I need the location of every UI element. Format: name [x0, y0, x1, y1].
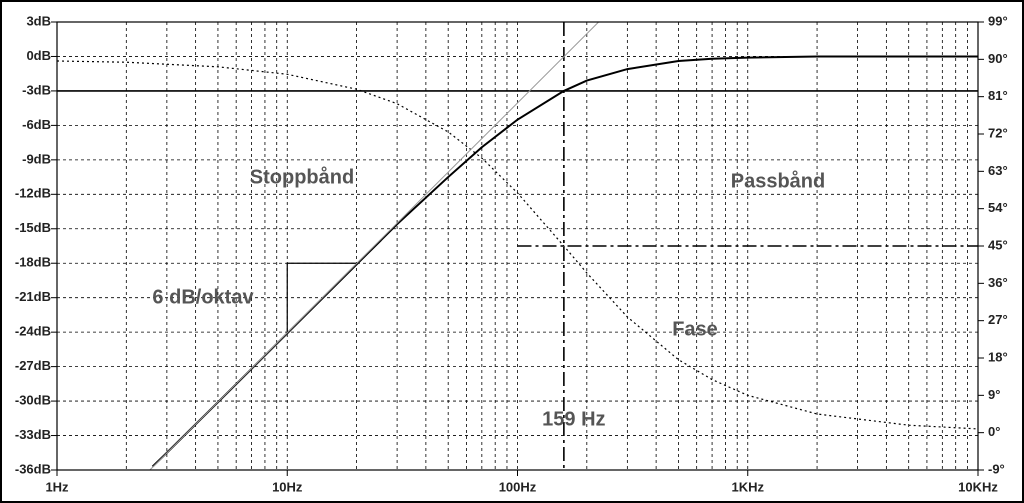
y2-tick-label: 0°: [988, 424, 1000, 439]
y-tick-label: -3dB: [22, 82, 51, 97]
slope-triangle: [286, 262, 357, 333]
y2-tick-label: 90°: [988, 51, 1008, 66]
y2-tick-label: 63°: [988, 163, 1008, 178]
y-tick-label: -30dB: [15, 393, 51, 408]
y-tick-label: -12dB: [15, 186, 51, 201]
y-tick-label: -6dB: [22, 117, 51, 132]
y-tick-label: -21dB: [15, 289, 51, 304]
y2-tick-label: 36°: [988, 275, 1008, 290]
y-tick-label: -18dB: [15, 255, 51, 270]
y2-tick-label: -9°: [988, 461, 1005, 476]
series-line: [149, 22, 599, 470]
y2-tick-label: 45°: [988, 237, 1008, 252]
y-tick-label: -27dB: [15, 358, 51, 373]
x-tick-label: 10KHz: [958, 479, 998, 494]
plot-frame: [56, 21, 979, 471]
y2-tick-label: 9°: [988, 387, 1000, 402]
x-tick-label: 1KHz: [731, 479, 764, 494]
y-tick-label: 0dB: [26, 48, 51, 63]
y2-tick-label: 54°: [988, 200, 1008, 215]
y-tick-label: -15dB: [15, 220, 51, 235]
y-tick-label: -9dB: [22, 151, 51, 166]
x-tick-label: 1Hz: [45, 479, 69, 494]
y2-tick-label: 72°: [988, 125, 1008, 140]
y2-tick-label: 99°: [988, 13, 1008, 28]
x-tick-label: 100Hz: [499, 479, 537, 494]
annotation: Passbånd: [731, 169, 825, 192]
y2-tick-label: 27°: [988, 312, 1008, 327]
plot-area: [57, 22, 978, 470]
annotation: Fase: [672, 318, 718, 340]
y-tick-label: -24dB: [15, 324, 51, 339]
annotation: 6 dB/oktav: [152, 286, 254, 308]
series-line: [57, 60, 978, 430]
annotation: Stoppbånd: [250, 165, 354, 188]
y-tick-label: -36dB: [15, 461, 51, 476]
y2-tick-label: 81°: [988, 88, 1008, 103]
x-tick-label: 10Hz: [272, 479, 303, 494]
y-tick-label: -33dB: [15, 427, 51, 442]
y2-tick-label: 18°: [988, 349, 1008, 364]
reference-label: 159 Hz: [542, 408, 605, 430]
y-tick-label: 3dB: [26, 13, 51, 28]
